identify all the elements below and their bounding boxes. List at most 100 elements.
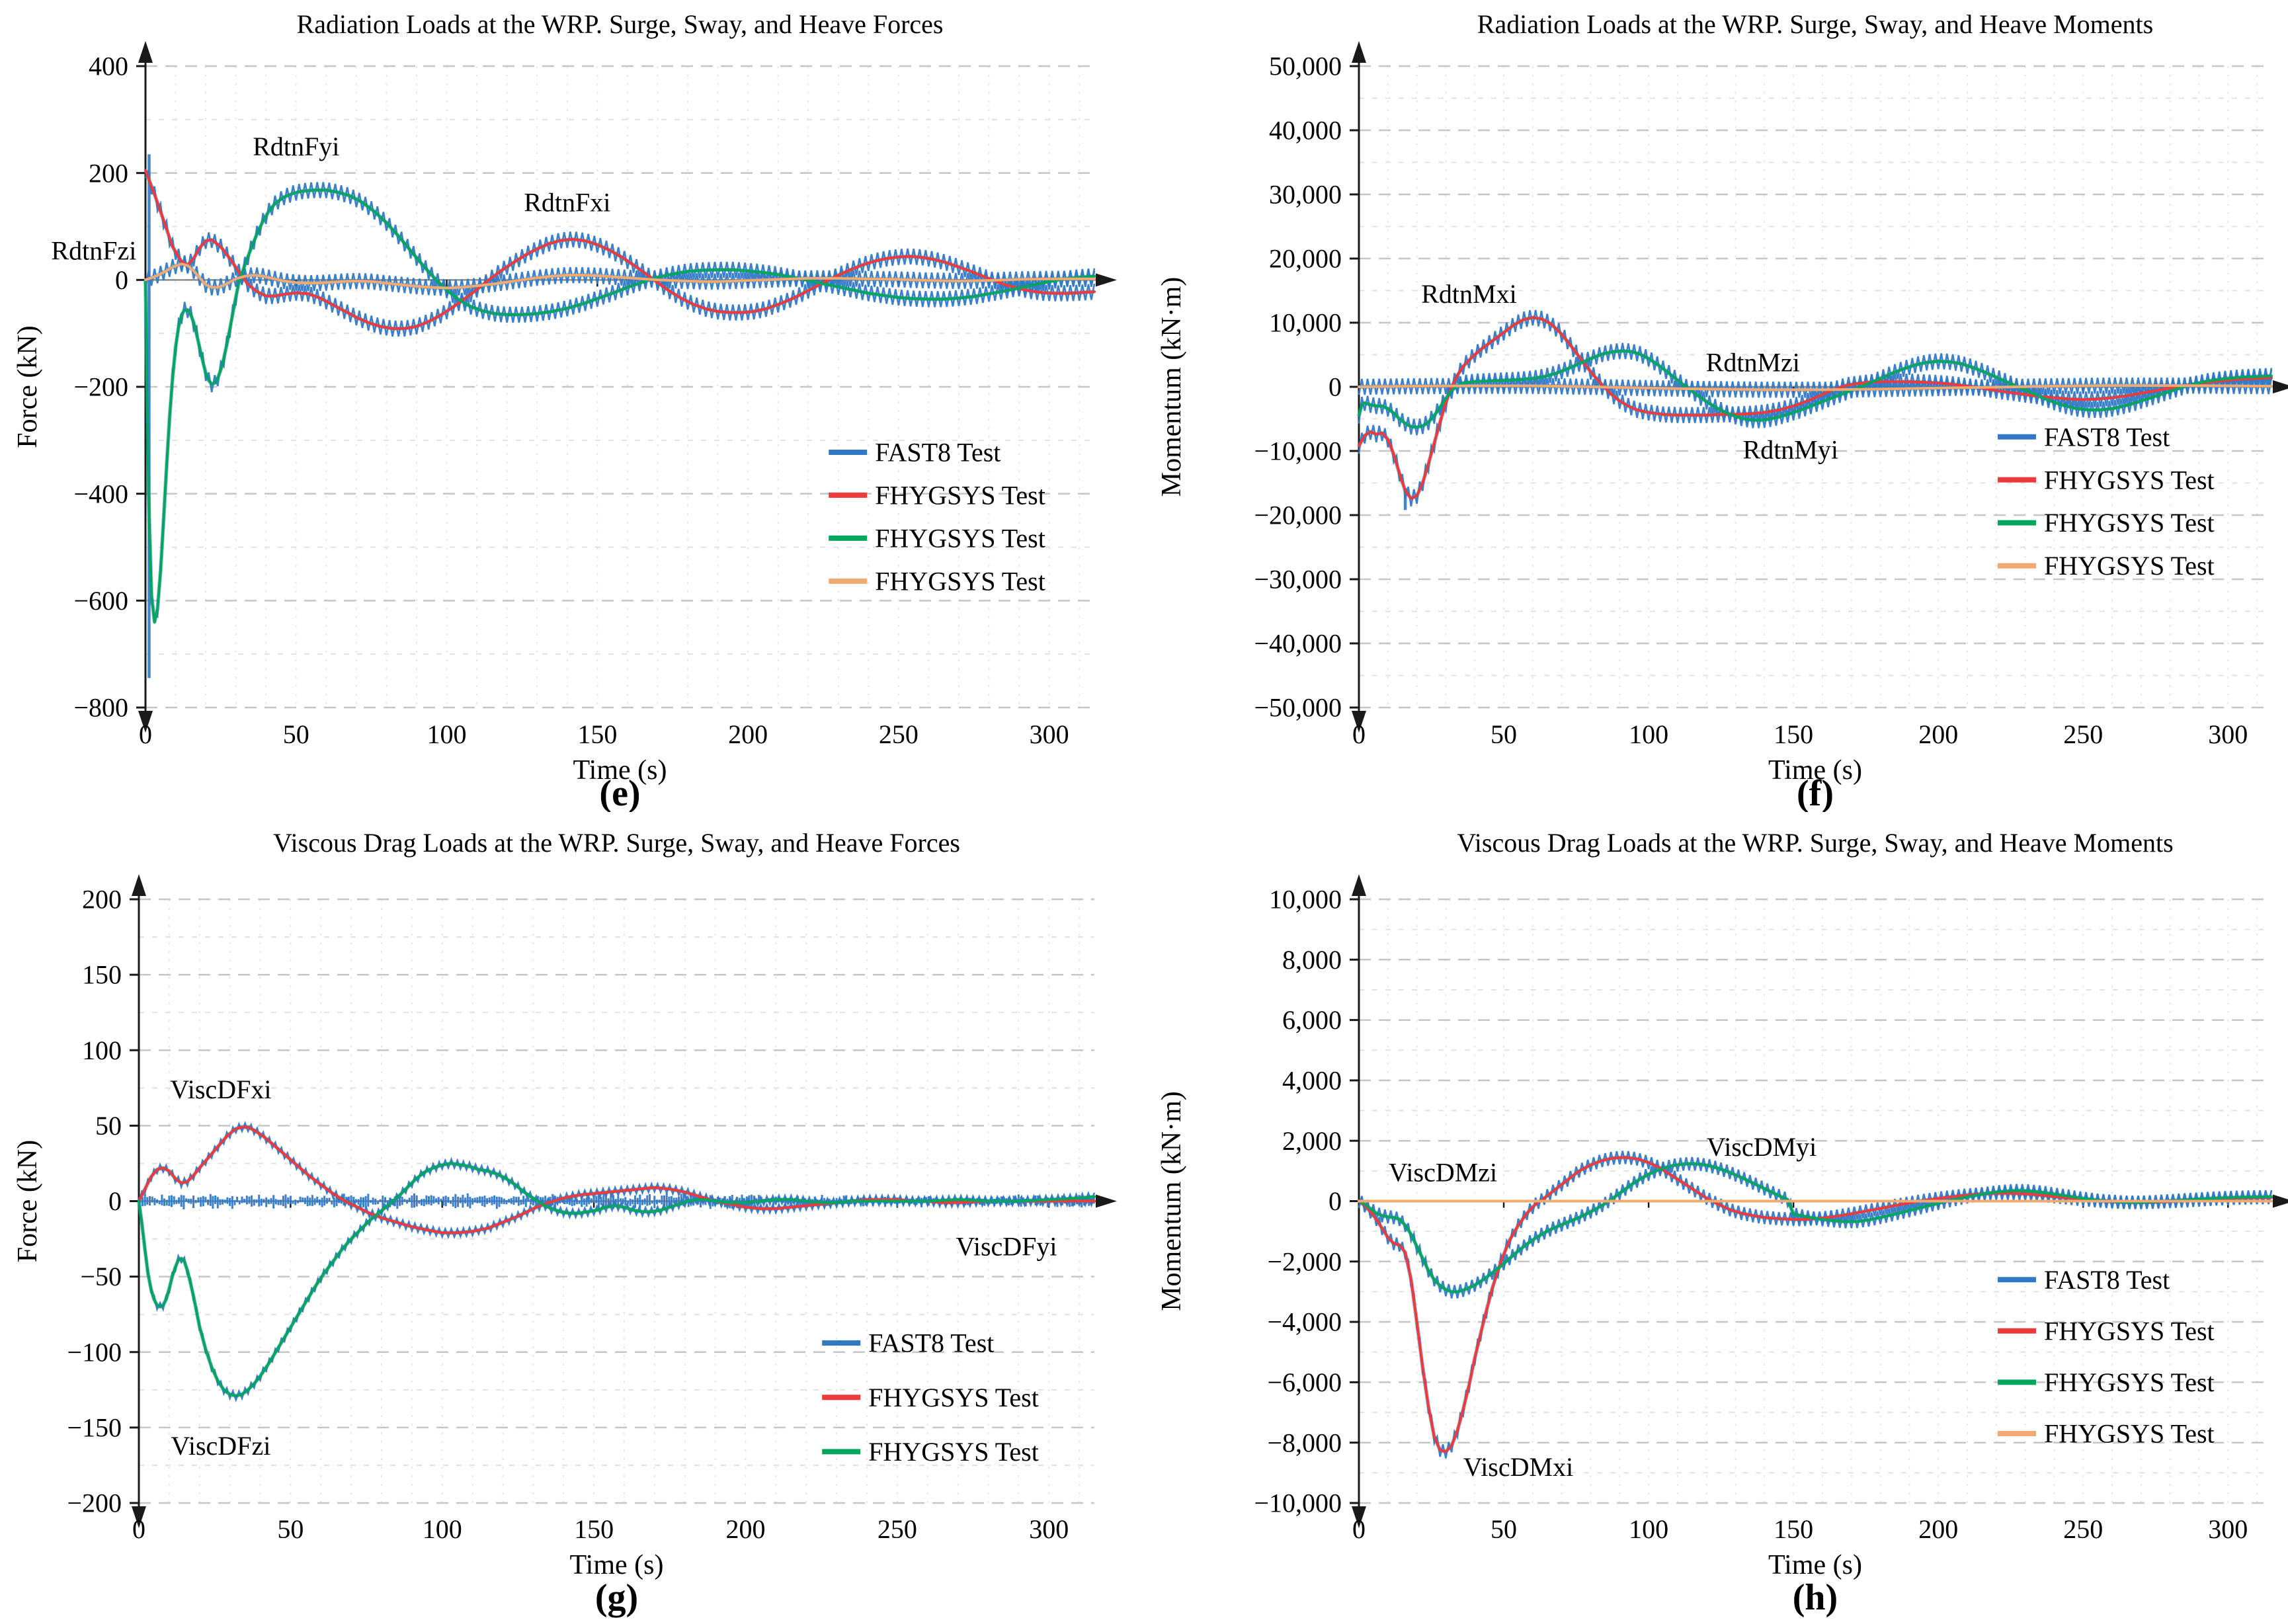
panel-caption: (f)	[1797, 773, 1834, 812]
y-axis-up-arrow	[132, 874, 146, 896]
y-tick-label: −200	[73, 372, 128, 402]
legend-label: FHYGSYS Test	[875, 481, 1045, 510]
y-tick-label: −150	[67, 1412, 122, 1442]
y-tick-label: 0	[108, 1186, 122, 1216]
x-axis-right-arrow	[1096, 273, 1117, 287]
x-tick-label: 100	[1629, 1514, 1668, 1544]
y-tick-label: −4,000	[1267, 1307, 1342, 1337]
series-line-ViscDMxi	[1358, 1156, 2273, 1453]
y-axis-label: Momentum (kN·m)	[1157, 1091, 1187, 1311]
panel-caption: (e)	[599, 773, 640, 812]
x-tick-label: 200	[1918, 1514, 1958, 1544]
y-tick-label: 50,000	[1269, 52, 1342, 81]
y-axis-label: Momentum (kN·m)	[1157, 277, 1187, 497]
legend-label: FAST8 Test	[2044, 422, 2170, 452]
y-tick-label: 50	[95, 1111, 122, 1141]
annotation-ViscDMzi: ViscDMzi	[1389, 1158, 1497, 1188]
y-tick-label: −800	[73, 693, 128, 723]
y-tick-label: 2,000	[1282, 1126, 1342, 1156]
y-tick-label: −2,000	[1267, 1246, 1342, 1276]
annotation-RdtnFyi: RdtnFyi	[253, 132, 339, 161]
panel-title: Viscous Drag Loads at the WRP. Surge, Sw…	[273, 828, 960, 858]
y-tick-label: −40,000	[1254, 629, 1342, 659]
y-tick-label: −10,000	[1254, 1488, 1342, 1518]
chart-f-radiation-moments: −50,000 −40,000 −30,000 −20,000 −10,000 0 10,0…	[1157, 9, 2288, 812]
x-tick-label: 50	[1491, 1514, 1517, 1544]
x-tick-label: 200	[725, 1514, 765, 1544]
x-tick-label: 250	[879, 719, 919, 749]
panel-h: −10,000 −8,000 −6,000 −4,000 −2,000 0 2,000 4,0…	[1144, 812, 2288, 1624]
y-tick-label: 10,000	[1269, 308, 1342, 338]
fast8-fuzz-ViscDFzi	[138, 1157, 1096, 1402]
y-tick-label: −8,000	[1267, 1428, 1342, 1457]
chart-e-radiation-forces: −800 −600 −400 −200 0 200 400 0 50 100 150 200 250 30…	[13, 9, 1117, 812]
y-tick-label: −50,000	[1254, 693, 1342, 723]
panel-g: −200 −150 −100 −50 0 50 100 150 200 0 50 100 150 200 2…	[0, 812, 1144, 1624]
y-tick-label: −30,000	[1254, 565, 1342, 594]
legend-label: FAST8 Test	[2044, 1265, 2170, 1295]
legend-label: FHYGSYS Test	[868, 1383, 1039, 1412]
y-tick-label: 0	[115, 265, 128, 295]
y-tick-label: 150	[82, 960, 122, 990]
panel-title: Viscous Drag Loads at the WRP. Surge, Sw…	[1457, 828, 2173, 858]
panel-caption: (h)	[1793, 1577, 1838, 1618]
panel-f: −50,000 −40,000 −30,000 −20,000 −10,000 0 10,0…	[1144, 0, 2288, 812]
annotation-RdtnFzi: RdtnFzi	[51, 235, 136, 265]
y-tick-label: 6,000	[1282, 1005, 1342, 1035]
series-line-RdtnFyi	[144, 188, 1096, 624]
x-tick-label: 100	[423, 1514, 462, 1544]
x-axis-label: Time (s)	[1768, 755, 1862, 786]
y-tick-label: 40,000	[1269, 116, 1342, 145]
y-tick-label: −200	[67, 1488, 122, 1518]
x-tick-label: 50	[277, 1514, 304, 1544]
x-tick-label: 300	[2208, 719, 2248, 749]
legend-label: FHYGSYS Test	[2044, 551, 2215, 581]
y-tick-label: 400	[89, 52, 128, 81]
x-axis-label: Time (s)	[570, 1550, 664, 1580]
x-tick-label: 200	[728, 719, 768, 749]
legend-label: FHYGSYS Test	[2044, 1316, 2215, 1346]
x-axis-label: Time (s)	[573, 755, 667, 786]
x-axis-label: Time (s)	[1768, 1550, 1862, 1580]
series-line-RdtnMyi	[1358, 349, 2273, 429]
y-tick-label: 30,000	[1269, 180, 1342, 210]
annotation-RdtnMyi: RdtnMyi	[1743, 435, 1838, 465]
legend-label: FHYGSYS Test	[2044, 465, 2215, 495]
legend-label: FHYGSYS Test	[2044, 1367, 2215, 1397]
y-tick-label: 200	[89, 158, 128, 188]
fast8-fuzz-base-ViscDFzi	[137, 1161, 1095, 1398]
y-tick-label: 10,000	[1269, 885, 1342, 914]
y-tick-label: −20,000	[1254, 501, 1342, 530]
series-line-RdtnMxi	[1358, 316, 2273, 500]
y-axis-up-arrow	[1352, 874, 1366, 896]
x-tick-label: 250	[878, 1514, 917, 1544]
y-tick-label: 8,000	[1282, 945, 1342, 975]
x-axis-right-arrow	[2273, 1194, 2288, 1208]
y-axis-label: Force (kN)	[13, 1140, 43, 1262]
annotation-RdtnMxi: RdtnMxi	[1421, 279, 1516, 309]
annotation-ViscDFxi: ViscDFxi	[170, 1075, 271, 1104]
y-axis-label: Force (kN)	[13, 325, 43, 448]
y-axis-down-arrow	[1352, 1506, 1366, 1528]
x-tick-label: 50	[1491, 719, 1517, 749]
y-tick-label: −100	[67, 1337, 122, 1367]
x-tick-label: 300	[1029, 1514, 1069, 1544]
panel-caption: (g)	[595, 1577, 638, 1618]
annotation-RdtnMzi: RdtnMzi	[1706, 348, 1800, 378]
y-tick-label: −600	[73, 586, 128, 616]
fast8-fuzz-ViscDFxi	[138, 1121, 1096, 1240]
y-tick-label: 4,000	[1282, 1066, 1342, 1096]
annotation-ViscDFyi: ViscDFyi	[956, 1232, 1057, 1262]
x-tick-label: 0	[1352, 719, 1366, 749]
y-axis-down-arrow	[132, 1506, 146, 1528]
legend-label: FAST8 Test	[868, 1328, 994, 1358]
y-axis-up-arrow	[138, 41, 153, 63]
y-tick-label: −10,000	[1254, 436, 1342, 466]
panel-title: Radiation Loads at the WRP. Surge, Sway,…	[297, 9, 944, 39]
x-tick-label: 100	[1629, 719, 1668, 749]
x-tick-label: 150	[1774, 1514, 1813, 1544]
legend-label: FHYGSYS Test	[2044, 1419, 2215, 1449]
x-tick-label: 100	[427, 719, 467, 749]
y-tick-label: 0	[1328, 372, 1342, 402]
